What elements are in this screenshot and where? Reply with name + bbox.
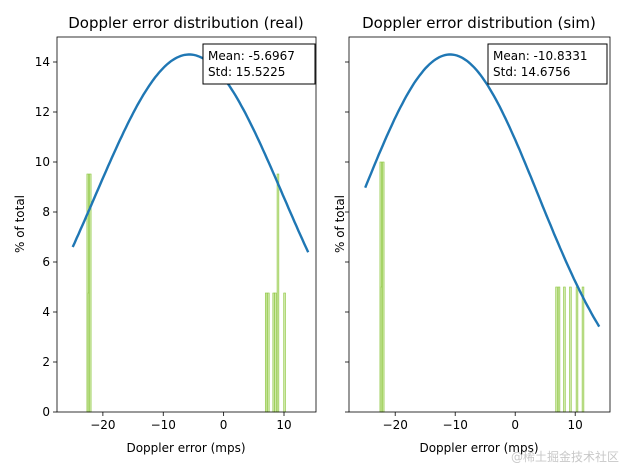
x-tick-label: −10 bbox=[443, 418, 468, 432]
stats-mean: Mean: -5.6967 bbox=[208, 49, 295, 63]
y-tick-label: 8 bbox=[42, 205, 50, 219]
ylabel-real: % of total bbox=[13, 195, 27, 253]
y-tick-label: 0 bbox=[42, 405, 50, 419]
x-tick-label: 0 bbox=[511, 418, 519, 432]
stats-mean: Mean: -10.8331 bbox=[493, 49, 588, 63]
histogram-bar bbox=[275, 293, 277, 412]
y-tick-label: 4 bbox=[42, 305, 50, 319]
y-tick-label: 12 bbox=[35, 105, 50, 119]
normal-fit-curve bbox=[365, 55, 599, 327]
y-tick-label: 14 bbox=[35, 55, 50, 69]
y-tick-label: 6 bbox=[42, 255, 50, 269]
axes-real: Doppler error distribution (real) Dopple… bbox=[13, 14, 316, 455]
histogram-bar bbox=[284, 293, 286, 412]
watermark: @稀土掘金技术社区 bbox=[511, 448, 619, 465]
histogram-bar bbox=[267, 293, 269, 412]
x-tick-label: 0 bbox=[220, 418, 228, 432]
y-tick-label: 10 bbox=[35, 155, 50, 169]
histogram-bar bbox=[277, 174, 279, 412]
histogram-bar bbox=[558, 287, 560, 412]
ylabel-sim: % of total bbox=[333, 195, 347, 253]
histogram-bar bbox=[556, 287, 558, 412]
histogram-bar bbox=[382, 162, 384, 412]
x-tick-label: −10 bbox=[151, 418, 176, 432]
x-tick-label: −20 bbox=[383, 418, 408, 432]
x-tick-label: −20 bbox=[90, 418, 115, 432]
histogram-bar bbox=[582, 287, 584, 412]
histogram-bar bbox=[570, 287, 572, 412]
histogram-bar bbox=[576, 287, 578, 412]
histogram-bar bbox=[564, 287, 566, 412]
y-tick-label: 2 bbox=[42, 355, 50, 369]
histogram-bar bbox=[265, 293, 267, 412]
x-tick-label: 10 bbox=[568, 418, 583, 432]
stats-std: Std: 15.5225 bbox=[208, 65, 285, 79]
title-sim: Doppler error distribution (sim) bbox=[362, 14, 596, 32]
x-tick-label: 10 bbox=[276, 418, 291, 432]
axes-sim: Doppler error distribution (sim) Doppler… bbox=[333, 14, 610, 455]
title-real: Doppler error distribution (real) bbox=[68, 14, 304, 32]
xlabel-real: Doppler error (mps) bbox=[126, 441, 245, 455]
stats-std: Std: 14.6756 bbox=[493, 65, 570, 79]
